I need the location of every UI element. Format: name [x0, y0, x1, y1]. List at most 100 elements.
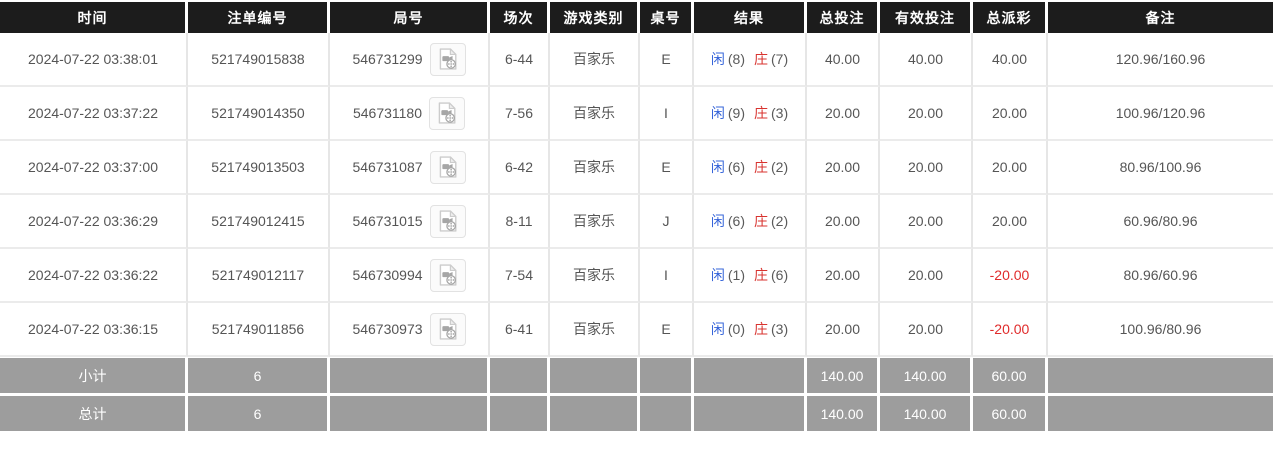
table-header: 时间 注单编号 局号 场次 游戏类别 桌号 结果 总投注 有效投注 总派彩 备注 [0, 2, 1273, 33]
cell-round-id: 546730973 [330, 303, 490, 357]
cell-table-no: J [640, 195, 694, 249]
cell-total-bet[interactable]: 20.00 [807, 87, 880, 141]
summary-empty-cell [550, 396, 640, 431]
cell-result: 闲 (6) 庄 (2) [694, 141, 807, 195]
banker-result-label: 庄 [754, 213, 768, 229]
banker-result-label: 庄 [754, 159, 768, 175]
column-header-payout: 总派彩 [973, 2, 1048, 33]
video-file-icon [438, 102, 456, 124]
banker-result-label: 庄 [754, 321, 768, 337]
summary-label: 小计 [0, 358, 188, 393]
cell-total-bet[interactable]: 20.00 [807, 303, 880, 357]
summary-row: 总计 6 140.00 140.00 60.00 [0, 396, 1273, 431]
player-result-label: 闲 [710, 105, 725, 121]
video-file-icon [439, 210, 457, 232]
cell-bet-id: 521749012415 [188, 195, 330, 249]
summary-empty-cell [640, 358, 694, 393]
player-result-value: (8) [727, 51, 745, 67]
table-row: 2024-07-22 03:38:01 521749015838 5467312… [0, 33, 1273, 87]
table-row: 2024-07-22 03:37:00 521749013503 5467310… [0, 141, 1273, 195]
table-footer: 小计 6 140.00 140.00 60.00 总计 6 140.00 140… [0, 358, 1273, 431]
cell-time: 2024-07-22 03:37:00 [0, 141, 188, 195]
cell-round-id: 546731015 [330, 195, 490, 249]
cell-result: 闲 (1) 庄 (6) [694, 249, 807, 303]
cell-remark: 100.96/120.96 [1048, 87, 1273, 141]
cell-remark: 60.96/80.96 [1048, 195, 1273, 249]
cell-total-bet[interactable]: 20.00 [807, 249, 880, 303]
cell-game-type: 百家乐 [550, 87, 640, 141]
video-replay-button[interactable] [429, 42, 466, 76]
cell-result: 闲 (6) 庄 (2) [694, 195, 807, 249]
cell-bet-id: 521749011856 [188, 303, 330, 357]
summary-empty-cell [330, 358, 490, 393]
cell-total-bet[interactable]: 40.00 [807, 33, 880, 87]
column-header-total-bet: 总投注 [807, 2, 880, 33]
player-result-label: 闲 [710, 321, 725, 337]
summary-empty-cell [490, 358, 550, 393]
column-header-table-no: 桌号 [640, 2, 694, 33]
cell-table-no: E [640, 141, 694, 195]
cell-round-id: 546731299 [330, 33, 490, 87]
column-header-valid-bet: 有效投注 [880, 2, 973, 33]
summary-empty-cell [550, 358, 640, 393]
video-replay-button[interactable] [429, 258, 466, 292]
table-row: 2024-07-22 03:36:29 521749012415 5467310… [0, 195, 1273, 249]
banker-result-label: 庄 [754, 105, 768, 121]
summary-payout: 60.00 [973, 396, 1048, 431]
banker-result-value: (7) [771, 51, 789, 67]
video-file-icon [439, 48, 457, 70]
round-number: 546730973 [352, 321, 423, 337]
banker-result-value: (6) [771, 267, 789, 283]
cell-bet-id: 521749012117 [188, 249, 330, 303]
summary-empty-cell [1048, 358, 1273, 393]
cell-valid-bet: 20.00 [880, 195, 973, 249]
cell-payout: 20.00 [973, 195, 1048, 249]
video-replay-button[interactable] [429, 150, 466, 184]
cell-round-id: 546731180 [330, 87, 490, 141]
summary-total-bet: 140.00 [807, 358, 880, 393]
summary-empty-cell [1048, 396, 1273, 431]
cell-remark: 120.96/160.96 [1048, 33, 1273, 87]
video-file-icon [439, 264, 457, 286]
cell-game-type: 百家乐 [550, 195, 640, 249]
cell-session: 6-42 [490, 141, 550, 195]
table-body: 2024-07-22 03:38:01 521749015838 5467312… [0, 33, 1273, 357]
video-file-icon [439, 318, 457, 340]
column-header-round-id: 局号 [330, 2, 490, 33]
banker-result-value: (2) [771, 213, 789, 229]
video-replay-button[interactable] [429, 96, 466, 130]
cell-total-bet[interactable]: 20.00 [807, 141, 880, 195]
summary-label: 总计 [0, 396, 188, 431]
cell-bet-id: 521749015838 [188, 33, 330, 87]
summary-empty-cell [694, 358, 807, 393]
cell-session: 8-11 [490, 195, 550, 249]
round-number: 546731087 [352, 159, 423, 175]
player-result-value: (0) [727, 321, 745, 337]
cell-bet-id: 521749014350 [188, 87, 330, 141]
player-result-label: 闲 [710, 213, 725, 229]
column-header-time: 时间 [0, 2, 188, 33]
summary-row: 小计 6 140.00 140.00 60.00 [0, 358, 1273, 393]
player-result-value: (6) [727, 213, 745, 229]
summary-count: 6 [188, 396, 330, 431]
cell-valid-bet: 20.00 [880, 87, 973, 141]
round-number: 546731299 [352, 51, 423, 67]
cell-total-bet[interactable]: 20.00 [807, 195, 880, 249]
video-replay-button[interactable] [429, 312, 466, 346]
summary-valid-bet: 140.00 [880, 396, 973, 431]
summary-empty-cell [640, 396, 694, 431]
cell-valid-bet: 20.00 [880, 303, 973, 357]
cell-time: 2024-07-22 03:36:22 [0, 249, 188, 303]
cell-round-id: 546730994 [330, 249, 490, 303]
cell-remark: 100.96/80.96 [1048, 303, 1273, 357]
cell-bet-id: 521749013503 [188, 141, 330, 195]
cell-game-type: 百家乐 [550, 303, 640, 357]
cell-valid-bet: 20.00 [880, 141, 973, 195]
video-replay-button[interactable] [429, 204, 466, 238]
video-file-icon [439, 156, 457, 178]
summary-total-bet: 140.00 [807, 396, 880, 431]
cell-remark: 80.96/60.96 [1048, 249, 1273, 303]
cell-payout: -20.00 [973, 303, 1048, 357]
table-row: 2024-07-22 03:36:15 521749011856 5467309… [0, 303, 1273, 357]
column-header-result: 结果 [694, 2, 807, 33]
